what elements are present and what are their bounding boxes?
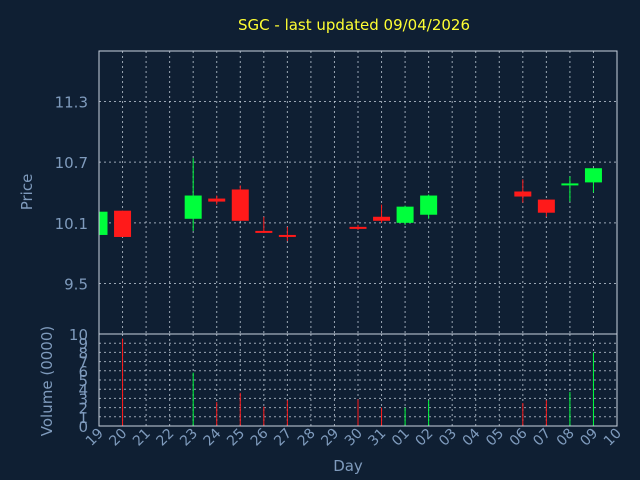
candle-body (537, 199, 555, 213)
price-tick-label: 10.7 (55, 154, 88, 172)
candle-body (561, 183, 579, 186)
x-tick-label: 26 (248, 425, 272, 449)
x-tick-label: 27 (271, 426, 295, 450)
x-tick-label: 05 (483, 426, 507, 450)
price-tick-label: 11.3 (55, 94, 88, 112)
price-axis: 9.5 10.1 10.7 11.3 (55, 94, 88, 294)
volume-tick-label: 4 (78, 381, 88, 399)
x-tick-label: 22 (154, 426, 178, 450)
volume-tick-label: 5 (78, 372, 88, 390)
volume-tick-label: 3 (78, 390, 88, 408)
volume-panel-frame (98, 333, 618, 427)
candle-body (396, 206, 414, 223)
volume-layer (122, 338, 594, 426)
volume-tick-label: 7 (78, 354, 88, 372)
volume-tick-label: 10 (69, 326, 88, 344)
x-axis: 19 20 21 22 23 24 25 26 27 28 29 30 31 01 02 03 04 05 06 07… (83, 425, 625, 449)
x-tick-label: 04 (460, 425, 484, 449)
x-tick-label: 02 (413, 426, 437, 450)
candle-body (373, 216, 391, 221)
volume-tick-label: 8 (78, 344, 88, 362)
x-tick-label: 23 (177, 426, 201, 450)
volume-tick-label: 9 (78, 335, 88, 353)
x-tick-label: 25 (224, 426, 248, 450)
volume-axis-label: Volume (0000) (38, 326, 56, 436)
x-tick-label: 01 (389, 426, 413, 450)
x-axis-label: Day (333, 457, 363, 475)
price-tick-label: 9.5 (64, 275, 88, 293)
x-tick-label: 03 (436, 426, 460, 450)
x-tick-label: 28 (295, 426, 319, 450)
grid-layer (99, 51, 617, 426)
candle-body (349, 226, 367, 229)
candle-body (99, 211, 108, 235)
x-tick-label: 31 (365, 426, 389, 450)
x-tick-label: 06 (507, 425, 531, 449)
candle-body (208, 198, 226, 202)
volume-tick-label: 0 (78, 418, 88, 436)
candle-layer (98, 158, 602, 242)
x-tick-label: 07 (530, 426, 554, 450)
volume-tick-label: 2 (78, 400, 88, 418)
x-tick-label: 29 (318, 426, 342, 450)
candle-body (584, 168, 602, 183)
candle-body (255, 230, 273, 233)
price-tick-label: 10.1 (55, 215, 88, 233)
x-tick-label: 08 (554, 426, 578, 450)
x-tick-label: 20 (106, 426, 130, 450)
price-axis-label: Price (18, 174, 36, 211)
candle-body (278, 234, 296, 237)
volume-tick-label: 1 (78, 409, 88, 427)
candle-body (231, 189, 249, 221)
candle-body (184, 195, 202, 219)
volume-tick-label: 6 (78, 363, 88, 381)
x-tick-label: 24 (201, 425, 225, 449)
candle-body (514, 191, 532, 197)
x-tick-label: 10 (601, 426, 625, 450)
x-tick-label: 21 (130, 426, 154, 450)
x-tick-label: 09 (577, 426, 601, 450)
x-tick-label: 30 (342, 426, 366, 450)
candle-body (114, 210, 132, 237)
candle-body (420, 195, 438, 215)
chart-title: SGC - last updated 09/04/2026 (238, 16, 470, 34)
